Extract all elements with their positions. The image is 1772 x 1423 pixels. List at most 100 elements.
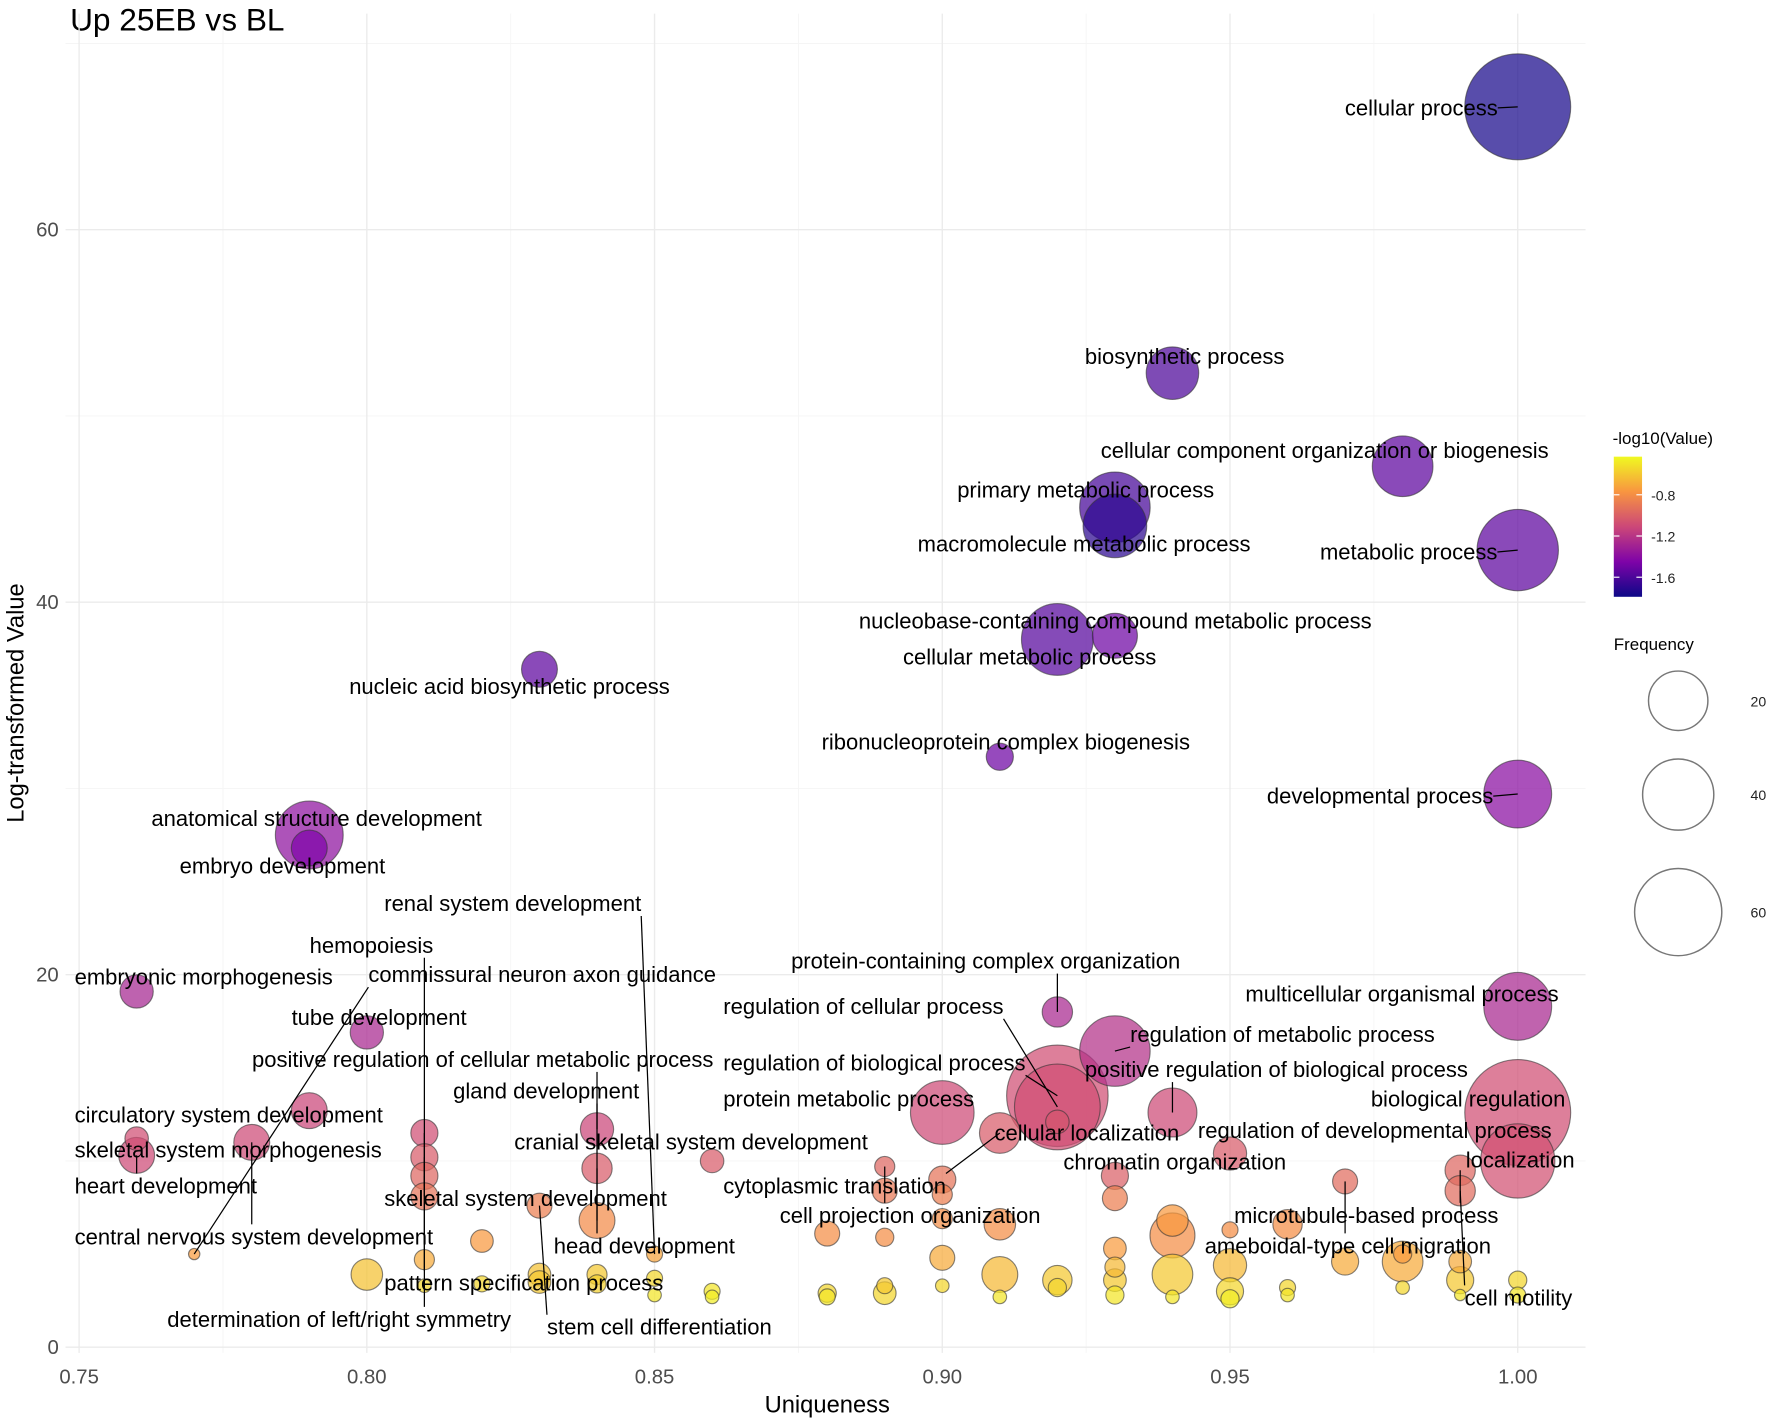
size-legend-keys: 20 40 60 [1633,670,1767,957]
bubble [1280,1287,1295,1303]
bubble-label: skeletal system morphogenesis [75,1137,382,1162]
bubble-label: stem cell differentiation [547,1315,772,1340]
bubble-label: chromatin organization [1063,1150,1286,1175]
bubble [875,1227,895,1247]
bubble-label: cellular component organization or bioge… [1101,438,1549,463]
bubble [470,1229,494,1253]
bubble [1480,1123,1556,1199]
bubble-label: determination of left/right symmetry [167,1307,511,1332]
bubble [992,1289,1008,1305]
bubble-label: gland development [453,1079,639,1104]
bubble [1221,1221,1239,1239]
bubble [814,1220,841,1247]
color-tick-label: -1.2 [1651,529,1675,545]
bubble [929,1244,956,1271]
bubble [1483,971,1553,1041]
bubble [647,1287,662,1303]
color-legend: -log10(Value) -0.8 -1.2 -1.6 [1613,429,1713,597]
bubble-label: cranial skeletal system development [514,1129,868,1154]
bubble [876,1277,894,1295]
bubble-label: pattern specification process [384,1271,663,1296]
size-key-circle [1633,867,1723,957]
label-leader-line [1459,1190,1466,1286]
bubble [350,1258,384,1291]
bubble-label: circulatory system development [75,1102,383,1127]
bubble [1103,1236,1127,1261]
bubble-label: microtubule-based process [1234,1203,1498,1228]
bubble-label: macromolecule metabolic process [918,532,1251,557]
chart-title: Up 25EB vs BL [70,2,284,38]
bubble-label: tube development [292,1005,467,1030]
color-tick-label: -1.6 [1651,570,1675,586]
bubble-label: embryo development [180,854,386,879]
x-tick-label: 0.90 [922,1366,962,1388]
bubble-label: ribonucleoprotein complex biogenesis [822,729,1190,754]
color-legend-title: -log10(Value) [1613,429,1713,448]
bubble [645,1269,664,1287]
bubble-label: commissural neuron axon guidance [368,962,716,987]
bubbles [118,53,1572,1309]
bubble [909,1080,975,1145]
bubble [1091,612,1138,659]
bubble-label: regulation of biological process [723,1050,1025,1075]
bubble-label: cytoplasmic translation [723,1173,946,1198]
x-axis-title: Uniqueness [765,1393,890,1419]
bubble [1330,1247,1360,1276]
bubble [1101,1185,1128,1212]
bubble-label: primary metabolic process [957,477,1214,502]
label-leader-line [1002,1018,1058,1108]
y-tick-label: 40 [36,592,59,614]
bubble-label: biosynthetic process [1085,344,1284,369]
bubble-label: embryonic morphogenesis [75,964,333,989]
y-axis-ticks: 0 20 40 60 [36,220,59,1359]
bubble [124,1126,149,1151]
y-tick-label: 20 [36,964,59,986]
bubble-label: cellular metabolic process [903,645,1156,670]
bubble-label: positive regulation of biological proces… [1085,1057,1468,1082]
label-leader-line [193,986,369,1255]
bubble-label: localization [1466,1147,1575,1172]
bubble [520,650,558,688]
bubble [1165,1289,1180,1305]
bubble-label: protein-containing complex organization [791,949,1180,974]
y-tick-label: 0 [47,1337,58,1359]
bubble [1392,1244,1413,1264]
bubble-label: anatomical structure development [151,806,481,831]
label-leader-line [1114,1046,1131,1052]
bubble [704,1289,720,1305]
color-legend-ticks: -0.8 -1.2 -1.6 [1613,487,1676,586]
size-key-label: 60 [1751,905,1767,921]
bubble [1371,435,1434,498]
y-axis-title: Log-transformed Value [4,583,30,823]
bubble [934,1278,950,1294]
bubble [1156,1204,1189,1237]
label-leader-line [1025,1074,1058,1097]
bubble [1272,1208,1303,1240]
bubble-label: cell motility [1465,1285,1573,1310]
bubble-label: nucleobase-containing compound metabolic… [859,608,1372,633]
bubble [1104,1256,1126,1278]
bubble-label: cellular localization [994,1120,1179,1145]
bubble [473,1275,491,1293]
label-leader-line [945,1132,1001,1174]
x-tick-label: 0.80 [347,1366,387,1388]
bubble-label: heart development [75,1173,257,1198]
bubble-label: developmental process [1267,784,1493,809]
x-tick-label: 1.00 [1498,1366,1538,1388]
bubble-labels: cellular process biosynthetic process cell… [75,95,1575,1339]
bubble-label: nucleic acid biosynthetic process [349,674,670,699]
label-leader-line [538,1205,548,1315]
bubble [931,1208,953,1230]
bubble [1082,493,1148,559]
bubble-label: regulation of metabolic process [1130,1022,1435,1047]
bubble [587,1274,607,1294]
bubble [1509,1286,1527,1304]
bubble [290,1092,328,1130]
label-leader-line [640,915,656,1255]
bubble-label: head development [554,1233,735,1258]
size-key-circle [1641,758,1715,831]
bubble-label: hemopoiesis [310,933,434,958]
size-key-circle [1647,670,1709,732]
bubble-label: biological regulation [1371,1086,1566,1111]
